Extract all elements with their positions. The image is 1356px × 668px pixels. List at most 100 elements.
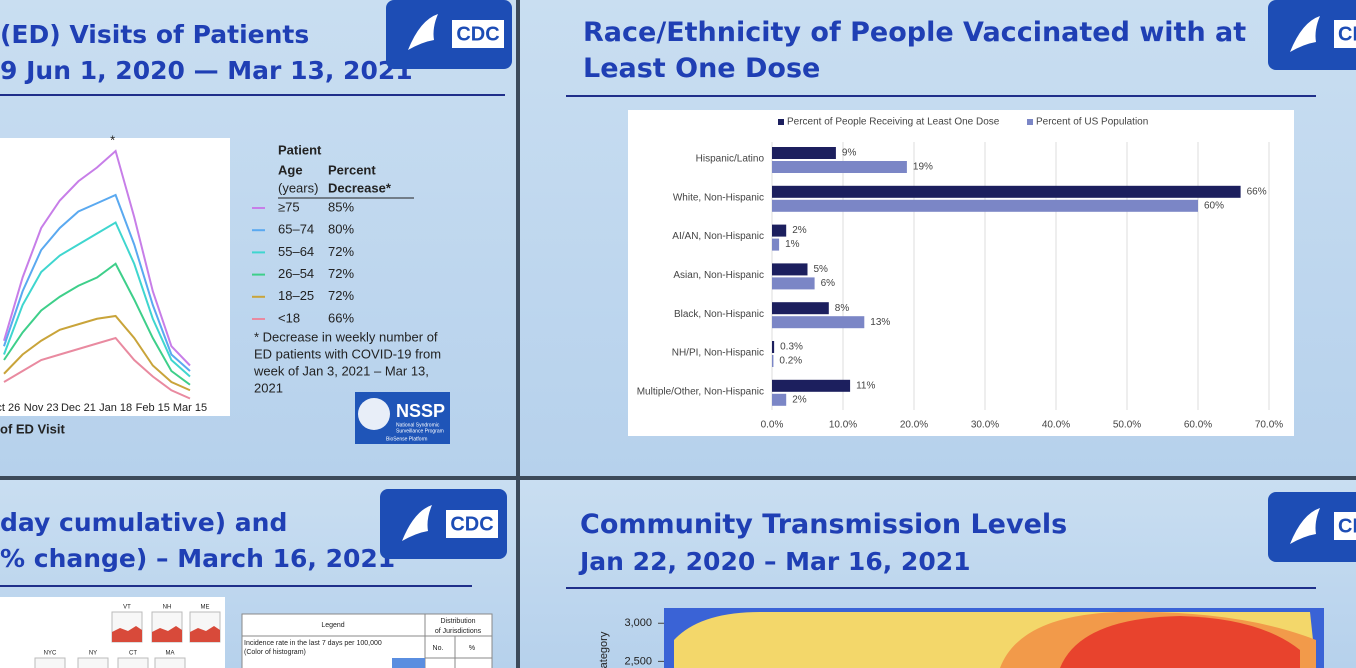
value-label: 9% (842, 148, 857, 159)
bar (772, 224, 787, 237)
x-tick-label: 50.0% (1113, 420, 1141, 431)
y-tick-label: 2,500 (624, 655, 652, 667)
map-sparkline (152, 626, 182, 642)
table-header: % (469, 645, 475, 652)
bar (772, 238, 780, 251)
bar (772, 355, 774, 367)
y-tick-label: White, Non-Hispanic (673, 192, 764, 203)
bar (772, 341, 775, 353)
map-tile (77, 657, 109, 668)
logo-text: CDC (1338, 23, 1356, 45)
map-tile (34, 657, 66, 668)
line (3, 193, 191, 372)
value-label: 11% (856, 380, 875, 391)
table-header: Distribution (440, 618, 475, 625)
y-tick-label: Hispanic/Latino (696, 154, 765, 165)
badge: NSSP National Syndromic Surveillance Pro… (355, 392, 450, 444)
value-label: 0.3% (780, 342, 803, 353)
chart-box (628, 110, 1294, 436)
logo: CDC (386, 0, 512, 69)
value-label: 8% (835, 303, 850, 314)
legend-value: 72% (328, 288, 354, 303)
map-sparkline (112, 626, 142, 642)
footnote: week of Jan 3, 2021 – Mar 13, (253, 363, 429, 378)
line (3, 262, 191, 386)
y-axis-label: ategory (598, 631, 610, 668)
bar (772, 185, 1241, 198)
x-tick-label: Dec 21 (61, 402, 96, 414)
map-label: MA (166, 651, 175, 657)
value-label: 60% (1204, 200, 1224, 211)
footnote: * Decrease in weekly number of (254, 329, 438, 344)
legend-header: (years) (278, 180, 318, 195)
table-cell: (Color of histogram) (244, 649, 306, 656)
logo: CDC (1268, 0, 1356, 70)
value-label: 19% (913, 162, 933, 173)
legend-label: 18–25 (278, 288, 314, 303)
logo: CDC (1268, 492, 1356, 562)
legend-value: 72% (328, 266, 354, 281)
area-chart (664, 608, 1324, 668)
logo-text: CDC (456, 23, 499, 45)
logo: CDC (380, 489, 507, 559)
bar (772, 263, 808, 276)
legend-label: Percent of US Population (1036, 117, 1148, 128)
value-label: 13% (870, 317, 890, 328)
legend-label: 26–54 (278, 266, 314, 281)
legend-value: 72% (328, 244, 354, 259)
table-title: Legend (321, 622, 344, 629)
annotation: * (110, 132, 115, 147)
y-tick-label: Multiple/Other, Non-Hispanic (637, 386, 764, 397)
title: (ED) Visits of Patients (0, 20, 309, 49)
x-axis-label: of ED Visit (0, 421, 65, 436)
x-tick-label: Nov 23 (24, 402, 59, 414)
legend-label: Percent of People Receiving at Least One… (787, 117, 1000, 128)
map-label: NH (163, 605, 172, 611)
legend-label: <18 (278, 310, 300, 325)
line (3, 221, 191, 378)
table-header: No. (433, 645, 444, 652)
x-tick-label: 70.0% (1255, 420, 1283, 431)
title: Community Transmission Levels (580, 509, 1067, 540)
bar (772, 316, 865, 329)
x-tick-label: 0.0% (761, 420, 784, 431)
bar (772, 393, 787, 406)
map-label: CT (129, 651, 137, 657)
title: 9 Jun 1, 2020 — Mar 13, 2021 (0, 56, 413, 85)
value-label: 66% (1247, 186, 1267, 197)
table-header: of Jurisdictions (435, 628, 482, 635)
map-tile (117, 657, 149, 668)
legend-label: 55–64 (278, 244, 314, 259)
x-tick-label: 30.0% (971, 420, 999, 431)
legend-table: Patient Age (years) Percent Decrease* * … (253, 142, 441, 395)
map-label: VT (123, 605, 131, 611)
legend-value: 85% (328, 199, 354, 214)
y-tick-label: Black, Non-Hispanic (674, 309, 764, 320)
line (3, 149, 191, 367)
legend-swatch (1027, 119, 1033, 125)
x-tick-label: 20.0% (900, 420, 928, 431)
bar (772, 161, 907, 173)
legend-label: 65–74 (278, 222, 314, 237)
badge-name: NSSP (396, 401, 445, 421)
logo-text: CDC (1338, 515, 1356, 537)
title: day cumulative) and (0, 508, 287, 537)
bar (772, 199, 1198, 212)
footnote: 2021 (254, 380, 283, 395)
value-label: 2% (792, 394, 807, 405)
value-label: 6% (821, 278, 836, 289)
table-cell: Incidence rate in the last 7 days per 10… (244, 640, 382, 647)
legend-header: Patient (278, 142, 322, 157)
value-label: 0.2% (779, 356, 802, 367)
legend-label: ≥75 (278, 199, 300, 214)
logo-text: CDC (450, 513, 493, 535)
line (3, 336, 191, 400)
y-tick-label: Asian, Non-Hispanic (673, 270, 764, 281)
legend-value: 66% (328, 310, 354, 325)
map-sparkline (190, 626, 220, 642)
map-label: NY (89, 651, 97, 657)
value-label: 1% (785, 239, 800, 250)
title: Jan 22, 2020 – Mar 16, 2021 (578, 547, 971, 576)
x-tick-label: 60.0% (1184, 420, 1212, 431)
